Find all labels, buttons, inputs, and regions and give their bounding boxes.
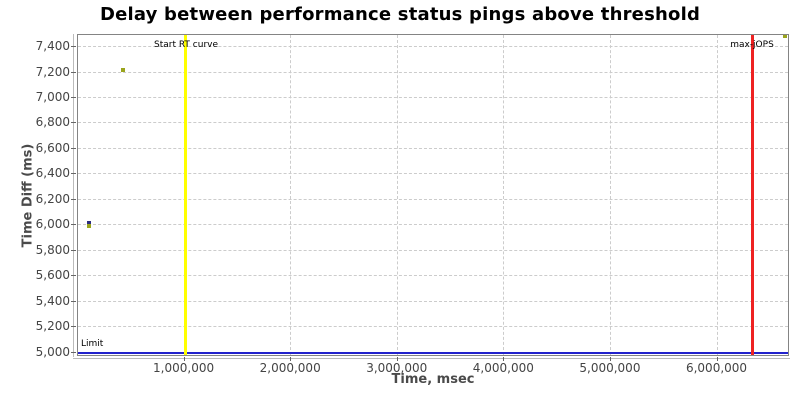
y-axis-tick — [71, 249, 76, 251]
y-axis-tick — [71, 224, 76, 226]
y-axis-tick-label: 6,000 — [35, 217, 70, 232]
x-axis-tick — [716, 357, 718, 361]
x-gridline — [290, 35, 292, 355]
y-axis-tick-label: 7,200 — [35, 64, 70, 79]
x-gridline — [716, 35, 718, 355]
x-axis-tick — [183, 357, 185, 361]
y-gridline — [78, 300, 788, 302]
x-gridline — [609, 35, 611, 355]
plot-area: Limit Start RT curve max-jOPS — [77, 34, 789, 356]
start-rt-label: Start RT curve — [153, 40, 219, 50]
y-gridline — [78, 224, 788, 226]
max-jops-line — [751, 35, 754, 355]
x-axis-tick — [396, 357, 398, 361]
y-axis-tick-label: 6,400 — [35, 166, 70, 181]
y-axis-tick — [71, 300, 76, 302]
y-gridline — [78, 326, 788, 328]
y-axis-tick-label: 5,600 — [35, 268, 70, 283]
x-gridline — [503, 35, 505, 355]
y-gridline — [78, 97, 788, 98]
y-axis-tick — [71, 122, 76, 124]
limit-line — [78, 351, 788, 354]
y-axis-tick-label: 7,000 — [35, 90, 70, 104]
data-point-points-navy — [87, 221, 91, 225]
y-axis-tick — [71, 97, 76, 98]
data-point-points-olive — [783, 35, 787, 38]
y-gridline — [78, 122, 788, 124]
y-axis-tick-label: 5,800 — [35, 242, 70, 257]
x-axis-tick-label: 4,000,000 — [472, 361, 534, 375]
y-gridline — [78, 46, 788, 48]
x-axis-line — [73, 358, 790, 359]
data-point-points-olive — [87, 224, 91, 228]
y-gridline — [78, 275, 788, 277]
chart-title: Delay between performance status pings a… — [99, 4, 701, 25]
y-axis-tick-label: 6,800 — [35, 115, 70, 130]
y-axis-tick — [71, 326, 76, 328]
limit-label: Limit — [81, 338, 104, 349]
start-rt-line — [184, 35, 187, 355]
x-gridline — [396, 35, 398, 355]
x-axis-tick — [503, 357, 505, 361]
y-gridline — [78, 249, 788, 251]
x-axis-tick — [290, 357, 292, 361]
y-axis-tick — [71, 71, 76, 73]
y-axis-tick — [71, 198, 76, 200]
data-point-points-olive — [121, 68, 125, 72]
x-axis-title: Time, msec — [391, 372, 475, 387]
y-axis-tick-label: 6,200 — [35, 191, 70, 206]
y-axis-line — [73, 34, 74, 357]
y-axis-tick-label: 5,400 — [35, 293, 70, 308]
y-axis-tick-label: 5,000 — [35, 344, 70, 359]
y-axis-tick-label: 7,400 — [35, 39, 70, 54]
y-axis-tick-label: 5,200 — [35, 319, 70, 334]
x-axis-tick — [609, 357, 611, 361]
x-axis-tick-label: 1,000,000 — [153, 361, 215, 375]
y-axis-tick — [71, 46, 76, 48]
x-axis-tick-label: 2,000,000 — [259, 361, 321, 375]
y-axis-tick — [71, 147, 76, 149]
x-axis-tick-label: 6,000,000 — [685, 361, 748, 375]
y-gridline — [78, 71, 788, 73]
y-axis-tick — [71, 275, 76, 277]
max-jops-label: max-jOPS — [730, 40, 774, 50]
y-axis-tick — [71, 351, 76, 353]
x-axis-tick-label: 3,000,000 — [366, 361, 428, 375]
y-gridline — [78, 198, 788, 200]
y-gridline — [78, 147, 788, 149]
x-axis-tick-label: 5,000,000 — [579, 361, 641, 375]
y-gridline — [78, 173, 788, 175]
y-axis-tick-label: 6,600 — [35, 140, 70, 155]
y-axis-tick — [71, 173, 76, 175]
